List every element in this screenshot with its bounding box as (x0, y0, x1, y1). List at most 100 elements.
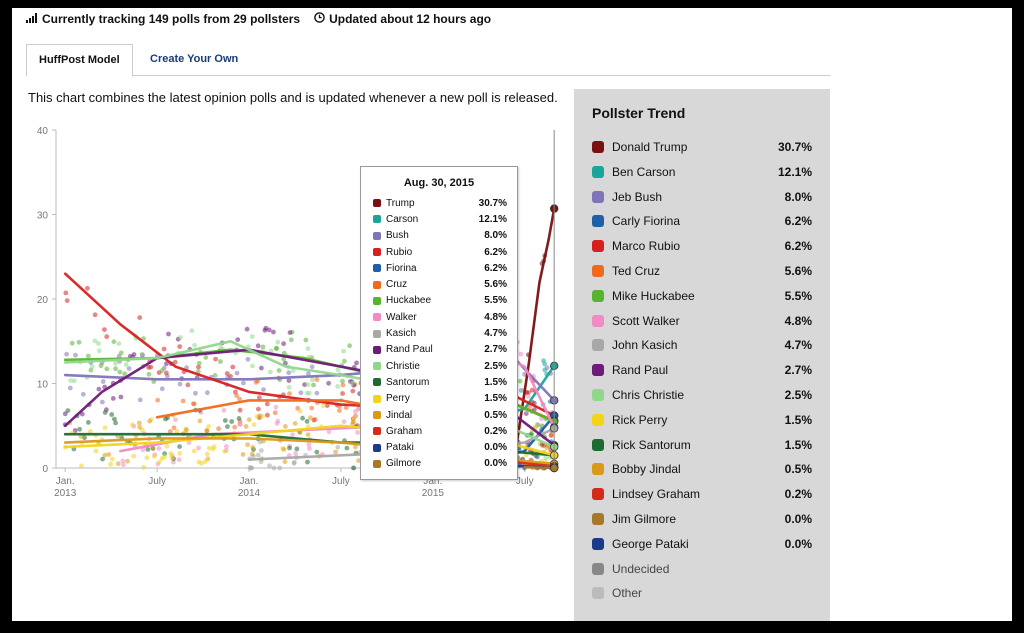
poll-dot (164, 370, 169, 376)
poll-dot (118, 350, 124, 356)
poll-dot (184, 427, 189, 433)
poll-dot (87, 429, 93, 434)
poll-dot (274, 346, 279, 352)
poll-dot (312, 417, 318, 422)
poll-dot (276, 368, 282, 373)
tab-bar: HuffPost Model Create Your Own (26, 44, 830, 77)
legend-item[interactable]: Chris Christie 2.5% (592, 385, 812, 405)
x-tick-label: July (516, 476, 534, 487)
poll-dot (102, 452, 108, 458)
tooltip-candidate: Trump (386, 197, 415, 209)
poll-dot (159, 368, 165, 374)
legend-item[interactable]: Jim Gilmore 0.0% (592, 509, 812, 529)
legend-item[interactable]: George Pataki 0.0% (592, 534, 812, 554)
poll-dot (150, 445, 156, 451)
poll-dot (172, 359, 178, 365)
legend-item[interactable]: Donald Trump 30.7% (592, 137, 812, 157)
legend-item[interactable]: Marco Rubio 6.2% (592, 236, 812, 256)
x-tick-label: July (332, 476, 350, 487)
poll-dot (80, 391, 86, 397)
poll-dot (517, 378, 523, 384)
legend-item[interactable]: Other (592, 583, 812, 603)
legend-item[interactable]: John Kasich 4.7% (592, 335, 812, 355)
legend-value: 6.2% (784, 214, 812, 229)
legend-swatch (592, 240, 604, 253)
x-tick-year: 2015 (422, 488, 445, 499)
poll-dot (351, 416, 357, 422)
legend-item[interactable]: Rand Paul 2.7% (592, 360, 812, 380)
tooltip-row: Perry 1.5% (361, 391, 517, 407)
poll-dot (218, 359, 223, 364)
legend-item[interactable]: Ted Cruz 5.6% (592, 261, 812, 281)
poll-dot (292, 459, 297, 465)
legend-item[interactable]: Carly Fiorina 6.2% (592, 211, 812, 231)
poll-dot (93, 448, 99, 454)
page-canvas: Currently tracking 149 polls from 29 pol… (12, 8, 1012, 621)
poll-dot (250, 363, 255, 369)
updated-text: Updated about 12 hours ago (329, 12, 492, 26)
poll-dot (259, 448, 264, 453)
legend-value: 4.8% (784, 313, 812, 328)
legend-value: 5.5% (784, 288, 812, 303)
legend-swatch (592, 215, 604, 228)
poll-dot (222, 448, 228, 454)
legend-item[interactable]: Scott Walker 4.8% (592, 311, 812, 331)
poll-dot (241, 380, 246, 386)
poll-dot (244, 326, 250, 332)
tooltip-candidate: Huckabee (386, 295, 432, 307)
poll-dot (174, 428, 180, 434)
poll-dot (163, 416, 168, 422)
tooltip-value: 0.0% (484, 458, 507, 470)
legend-item[interactable]: Undecided (592, 559, 812, 579)
poll-dot (176, 457, 182, 463)
poll-dot (287, 391, 292, 396)
poll-dot (67, 385, 73, 391)
poll-dot (238, 422, 243, 427)
legend-value: 2.5% (784, 388, 812, 402)
tooltip-value: 1.5% (484, 393, 507, 405)
legend-item[interactable]: Rick Perry 1.5% (592, 410, 812, 430)
poll-dot (108, 461, 114, 467)
poll-dot (234, 393, 240, 398)
poll-dot (228, 373, 233, 379)
poll-dot (314, 449, 320, 455)
poll-dot (249, 465, 255, 471)
tooltip-row: Santorum 1.5% (361, 374, 517, 390)
poll-dot (255, 343, 261, 349)
legend-item[interactable]: Rick Santorum 1.5% (592, 435, 812, 455)
poll-dot (356, 458, 361, 463)
legend-swatch (592, 413, 604, 426)
poll-dot (89, 364, 95, 369)
legend-item[interactable]: Ben Carson 12.1% (592, 162, 812, 182)
legend-item[interactable]: Bobby Jindal 0.5% (592, 459, 812, 479)
legend-item[interactable]: Lindsey Graham 0.2% (592, 484, 812, 504)
poll-dot (340, 378, 345, 384)
poll-dot (281, 447, 287, 452)
poll-dot (156, 459, 162, 465)
legend-item[interactable]: Jeb Bush 8.0% (592, 187, 812, 207)
poll-dot (342, 358, 347, 364)
tooltip-candidate: Kasich (386, 328, 417, 340)
tooltip-value: 12.1% (478, 213, 507, 225)
poll-dot (298, 390, 304, 396)
tooltip-row: Trump 30.7% (361, 195, 517, 211)
tooltip-candidate: Bush (386, 230, 409, 242)
tooltip-swatch (373, 199, 381, 208)
legend-item[interactable]: Mike Huckabee 5.5% (592, 286, 812, 306)
poll-dot (180, 398, 186, 404)
tab-huffpost-model[interactable]: HuffPost Model (26, 44, 133, 77)
tab-create-your-own[interactable]: Create Your Own (150, 53, 239, 65)
poll-dot (131, 352, 137, 357)
poll-dot (221, 407, 227, 413)
poll-dot (141, 464, 147, 470)
poll-dot (335, 384, 340, 389)
poll-dot (260, 344, 266, 350)
poll-dot (104, 334, 110, 340)
legend-candidate: Other (612, 586, 643, 601)
poll-dot (222, 418, 228, 423)
poll-dot (64, 298, 70, 303)
poll-dot (213, 356, 219, 362)
tooltip-row: Kasich 4.7% (361, 325, 517, 341)
poll-dot (309, 364, 315, 370)
poll-dot (245, 356, 251, 362)
